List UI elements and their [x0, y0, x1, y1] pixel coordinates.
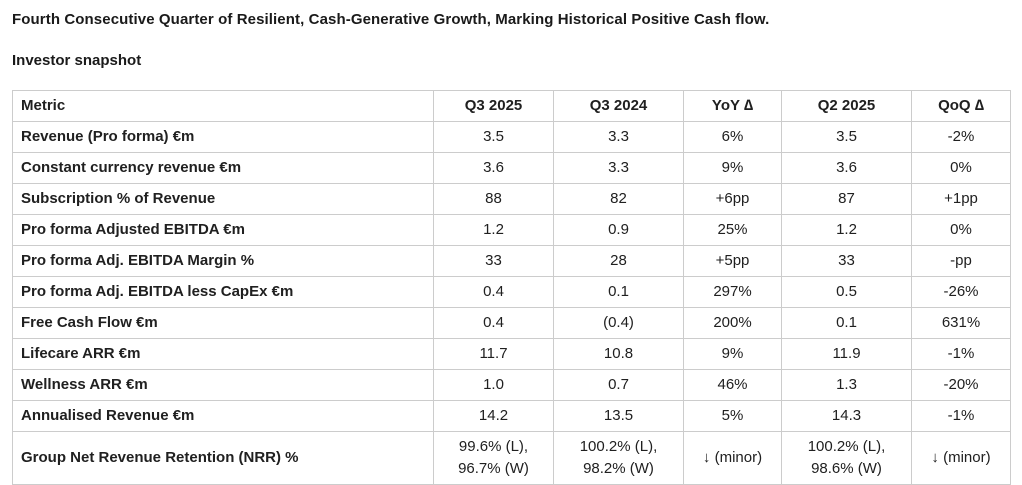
value-cell: 3.6	[433, 152, 554, 184]
column-header-yoy-delta: YoY ∆	[683, 90, 782, 122]
column-header-q2-2025: Q2 2025	[781, 90, 912, 122]
metric-cell: Group Net Revenue Retention (NRR) %	[12, 431, 434, 485]
value-cell: -26%	[911, 276, 1011, 308]
value-cell: 3.3	[553, 152, 684, 184]
metric-cell: Wellness ARR €m	[12, 369, 434, 401]
metric-cell: Subscription % of Revenue	[12, 183, 434, 215]
value-cell: ↓ (minor)	[911, 431, 1011, 485]
value-cell: 99.6% (L), 96.7% (W)	[433, 431, 554, 485]
value-cell: 9%	[683, 152, 782, 184]
metric-cell: Pro forma Adj. EBITDA less CapEx €m	[12, 276, 434, 308]
value-cell: 1.3	[781, 369, 912, 401]
column-header-qoq-delta: QoQ ∆	[911, 90, 1011, 122]
value-cell: +6pp	[683, 183, 782, 215]
value-cell: 0.7	[553, 369, 684, 401]
table-row: Free Cash Flow €m 0.4 (0.4) 200% 0.1 631%	[12, 307, 1011, 339]
table-header-row: Metric Q3 2025 Q3 2024 YoY ∆ Q2 2025 QoQ…	[12, 90, 1011, 122]
metric-cell: Constant currency revenue €m	[12, 152, 434, 184]
value-cell: 28	[553, 245, 684, 277]
table-row: Revenue (Pro forma) €m 3.5 3.3 6% 3.5 -2%	[12, 121, 1011, 153]
value-cell: 14.2	[433, 400, 554, 432]
value-cell: 1.2	[781, 214, 912, 246]
value-cell: 5%	[683, 400, 782, 432]
column-header-q3-2024: Q3 2024	[553, 90, 684, 122]
value-cell: 33	[433, 245, 554, 277]
investor-snapshot-table: Metric Q3 2025 Q3 2024 YoY ∆ Q2 2025 QoQ…	[12, 90, 1011, 485]
column-header-q3-2025: Q3 2025	[433, 90, 554, 122]
value-cell: -1%	[911, 338, 1011, 370]
table-row: Pro forma Adj. EBITDA Margin % 33 28 +5pp 33…	[12, 245, 1011, 277]
value-cell: 631%	[911, 307, 1011, 339]
value-cell: 0.4	[433, 307, 554, 339]
value-cell: 0%	[911, 214, 1011, 246]
table-header: Metric Q3 2025 Q3 2024 YoY ∆ Q2 2025 QoQ…	[12, 90, 1011, 122]
value-cell: +5pp	[683, 245, 782, 277]
value-cell: 0.1	[781, 307, 912, 339]
value-cell: -2%	[911, 121, 1011, 153]
value-cell: 3.5	[433, 121, 554, 153]
value-cell: 1.0	[433, 369, 554, 401]
value-cell: 13.5	[553, 400, 684, 432]
value-cell: 10.8	[553, 338, 684, 370]
metric-cell: Free Cash Flow €m	[12, 307, 434, 339]
metric-cell: Pro forma Adjusted EBITDA €m	[12, 214, 434, 246]
section-subtitle: Investor snapshot	[12, 52, 142, 69]
value-cell: 100.2% (L), 98.2% (W)	[553, 431, 684, 485]
value-cell: 14.3	[781, 400, 912, 432]
value-cell: 0%	[911, 152, 1011, 184]
table-row: Constant currency revenue €m 3.6 3.3 9% 3.6 0…	[12, 152, 1011, 184]
value-cell: 46%	[683, 369, 782, 401]
table-row: Group Net Revenue Retention (NRR) % 99.6%…	[12, 431, 1011, 485]
value-cell: -1%	[911, 400, 1011, 432]
value-cell: 25%	[683, 214, 782, 246]
value-cell: 297%	[683, 276, 782, 308]
table-row: Pro forma Adj. EBITDA less CapEx €m 0.4 0.…	[12, 276, 1011, 308]
value-cell: 3.5	[781, 121, 912, 153]
value-cell: 200%	[683, 307, 782, 339]
value-cell: 87	[781, 183, 912, 215]
column-header-metric: Metric	[12, 90, 434, 122]
metric-cell: Lifecare ARR €m	[12, 338, 434, 370]
value-cell: 82	[553, 183, 684, 215]
value-cell: 6%	[683, 121, 782, 153]
value-cell: 0.9	[553, 214, 684, 246]
value-cell: 0.4	[433, 276, 554, 308]
table-row: Pro forma Adjusted EBITDA €m 1.2 0.9 25% 1.2…	[12, 214, 1011, 246]
value-cell: ↓ (minor)	[683, 431, 782, 485]
value-cell: 9%	[683, 338, 782, 370]
value-cell: -pp	[911, 245, 1011, 277]
value-cell: 33	[781, 245, 912, 277]
value-cell: (0.4)	[553, 307, 684, 339]
value-cell: -20%	[911, 369, 1011, 401]
value-cell: 100.2% (L), 98.6% (W)	[781, 431, 912, 485]
value-cell: 0.1	[553, 276, 684, 308]
table-row: Lifecare ARR €m 11.7 10.8 9% 11.9 -1%	[12, 338, 1011, 370]
table-body: Revenue (Pro forma) €m 3.5 3.3 6% 3.5 -2% Cons…	[12, 121, 1011, 485]
value-cell: 1.2	[433, 214, 554, 246]
value-cell: 88	[433, 183, 554, 215]
metric-cell: Pro forma Adj. EBITDA Margin %	[12, 245, 434, 277]
value-cell: +1pp	[911, 183, 1011, 215]
table-row: Annualised Revenue €m 14.2 13.5 5% 14.3 -1%	[12, 400, 1011, 432]
value-cell: 11.9	[781, 338, 912, 370]
page-title: Fourth Consecutive Quarter of Resilient,…	[12, 11, 770, 28]
value-cell: 3.6	[781, 152, 912, 184]
value-cell: 0.5	[781, 276, 912, 308]
table-row: Wellness ARR €m 1.0 0.7 46% 1.3 -20%	[12, 369, 1011, 401]
table-row: Subscription % of Revenue 88 82 +6pp 87 +1pp	[12, 183, 1011, 215]
value-cell: 11.7	[433, 338, 554, 370]
value-cell: 3.3	[553, 121, 684, 153]
metric-cell: Revenue (Pro forma) €m	[12, 121, 434, 153]
metric-cell: Annualised Revenue €m	[12, 400, 434, 432]
